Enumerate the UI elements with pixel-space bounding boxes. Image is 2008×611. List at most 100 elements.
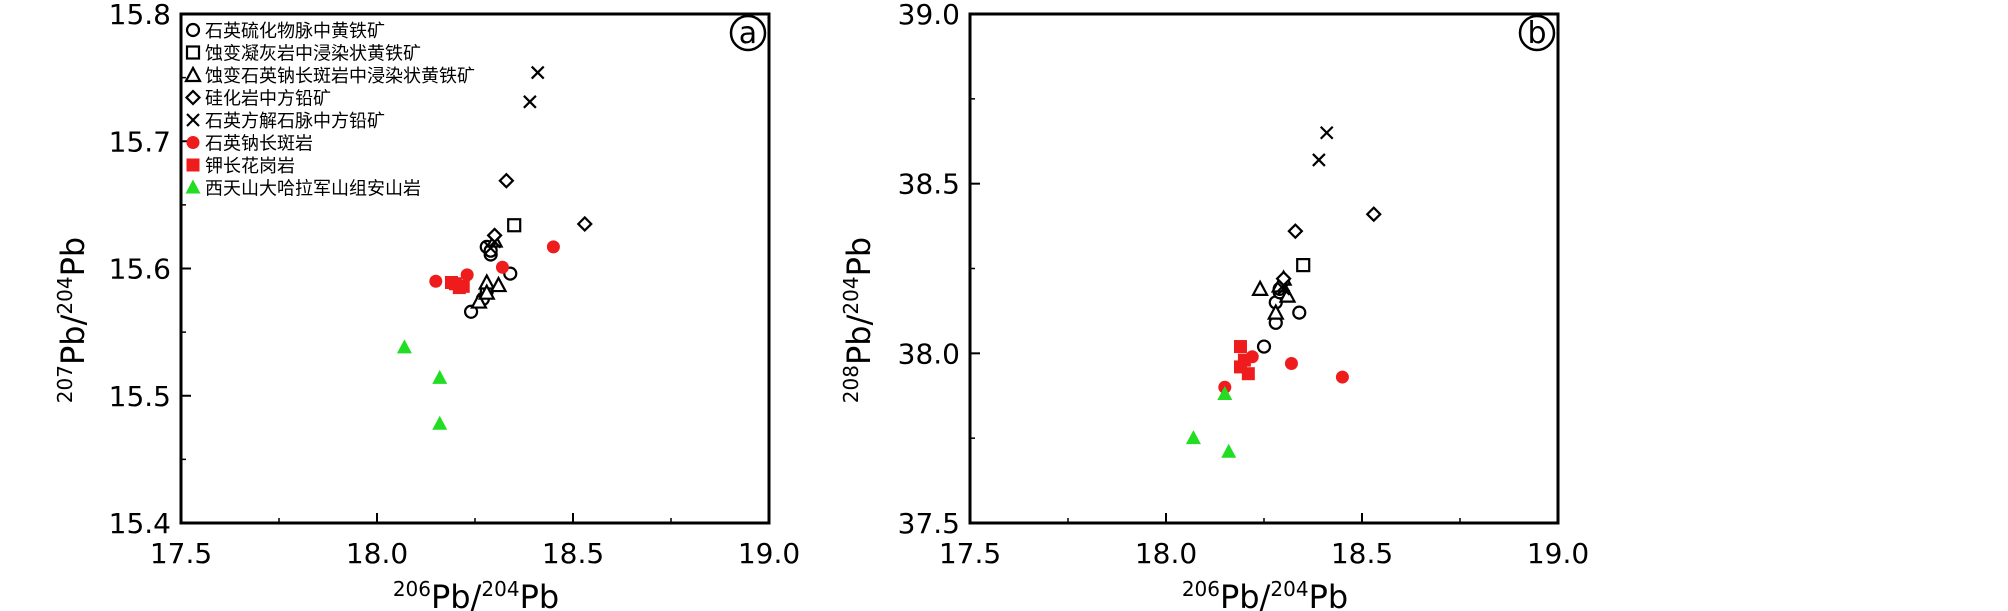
- x-label-base2: Pb: [1309, 578, 1349, 611]
- legend-marker: [185, 45, 201, 60]
- x-label-base1: Pb/: [1220, 578, 1271, 611]
- series-7: [1185, 386, 1237, 458]
- legend-marker: [184, 89, 202, 106]
- panel-label-a: a: [739, 16, 757, 51]
- y-tick-label: 39.0: [898, 0, 960, 31]
- series-3: [1275, 206, 1382, 287]
- legend-item: 石英方解石脉中方铅矿: [186, 111, 385, 132]
- data-point: [1233, 340, 1247, 354]
- panel-a: 207Pb/204Pb 206Pb/204Pb 17.5 18.0 18.5 19.0…: [53, 0, 800, 611]
- y-label-base1: Pb/: [54, 314, 92, 365]
- x-tick-label: 18.5: [1331, 537, 1393, 570]
- axis-ticks: [969, 13, 1559, 524]
- data-point: [498, 172, 515, 189]
- y-tick-label: 37.5: [898, 507, 960, 540]
- x-label-sup2: 204: [1270, 577, 1308, 601]
- data-point: [523, 95, 537, 109]
- legend-item: 石英硫化物脉中黄铁矿: [185, 21, 385, 42]
- data-point: [1296, 258, 1311, 273]
- data-point: [530, 65, 545, 80]
- series-1: [1296, 258, 1311, 273]
- legend-item: 蚀变凝灰岩中浸染状黄铁矿: [185, 44, 421, 65]
- y-tick-label: 15.7: [109, 125, 171, 158]
- legend-label: 石英钠长斑岩: [205, 134, 313, 155]
- y-axis-label: 207Pb/204Pb: [53, 237, 92, 403]
- x-tick-label: 19.0: [738, 537, 800, 570]
- data-point: [463, 304, 479, 319]
- data-point: [477, 283, 496, 300]
- x-tick-label: 18.0: [1135, 537, 1197, 570]
- y-tick-label: 38.0: [898, 337, 960, 370]
- x-label-sup1: 206: [393, 577, 431, 601]
- legend-label: 蚀变凝灰岩中浸染状黄铁矿: [205, 44, 421, 65]
- series-5: [429, 240, 560, 288]
- series-6: [444, 275, 470, 295]
- series-1: [507, 218, 522, 233]
- legend-item: 石英钠长斑岩: [186, 134, 313, 155]
- legend-item: 西天山大哈拉军山组安山岩: [185, 179, 421, 200]
- legend-item: 硅化岩中方铅矿: [184, 89, 331, 110]
- panel-label-b: b: [1527, 16, 1546, 51]
- axis-tick-labels: 17.5 18.0 18.5 19.0 37.5 38.0 38.5 39.0: [898, 0, 1590, 570]
- y-label-sup1: 207: [53, 365, 77, 403]
- panel-label-circle: [729, 14, 767, 52]
- svg-text:206Pb/204Pb: 206Pb/204Pb: [1182, 577, 1348, 611]
- legend-marker: [185, 22, 201, 38]
- x-label-sup1: 206: [1182, 577, 1220, 601]
- legend-item: 钾长花岗岩: [186, 156, 295, 177]
- data-point: [1278, 286, 1297, 303]
- data-point: [489, 275, 508, 293]
- data-point: [432, 415, 448, 430]
- series-4: [483, 65, 545, 255]
- data-point: [1251, 279, 1269, 296]
- x-label-sup2: 204: [481, 577, 519, 601]
- legend-label: 硅化岩中方铅矿: [205, 89, 331, 110]
- x-tick-label: 18.0: [346, 537, 408, 570]
- data-point: [1292, 305, 1307, 320]
- data-point: [1276, 282, 1291, 296]
- series-6: [1233, 340, 1255, 381]
- data-point: [1276, 278, 1291, 293]
- legend-marker: [186, 158, 200, 172]
- y-label-base2: Pb: [840, 237, 878, 277]
- data-point: [1256, 339, 1272, 354]
- data-point: [470, 292, 488, 309]
- data-point: [1365, 206, 1382, 223]
- svg-text:206Pb/204Pb: 206Pb/204Pb: [393, 577, 559, 611]
- data-point: [1185, 430, 1201, 445]
- y-tick-label: 15.4: [109, 507, 171, 540]
- data-point: [483, 241, 498, 255]
- y-tick-label: 15.6: [109, 253, 171, 286]
- data-point: [507, 218, 522, 233]
- series-2: [470, 231, 508, 309]
- panel-label-badge: b: [1518, 14, 1556, 52]
- x-axis-label: 206Pb/204Pb: [393, 577, 559, 611]
- data-point: [1335, 370, 1349, 384]
- data-point: [396, 339, 412, 354]
- panel-b: 208Pb/204Pb 206Pb/204Pb 17.5 18.0 18.5 19.0…: [839, 0, 1589, 611]
- x-tick-label: 17.5: [150, 537, 212, 570]
- legend-marker: [186, 113, 200, 127]
- plot-frame: [179, 12, 771, 525]
- data-point: [1284, 357, 1298, 371]
- legend-marker: [184, 65, 202, 83]
- svg-text:207Pb/204Pb: 207Pb/204Pb: [53, 237, 92, 403]
- data-point: [487, 234, 502, 249]
- y-label-sup2: 204: [839, 276, 863, 314]
- legend-label: 石英方解石脉中方铅矿: [205, 111, 385, 132]
- data-point: [460, 268, 474, 282]
- data-point: [1266, 303, 1285, 320]
- panel-label-badge: a: [729, 14, 767, 52]
- legend-label: 西天山大哈拉军山组安山岩: [205, 179, 421, 200]
- data-point: [1287, 223, 1304, 240]
- y-tick-label: 38.5: [898, 168, 960, 201]
- x-tick-label: 19.0: [1527, 537, 1589, 570]
- data-point: [432, 369, 448, 384]
- data-points: [1185, 125, 1382, 458]
- legend-label: 石英硫化物脉中黄铁矿: [205, 21, 385, 42]
- y-tick-label: 15.5: [109, 380, 171, 413]
- x-tick-label: 18.5: [542, 537, 604, 570]
- data-point: [495, 260, 509, 274]
- legend-label: 钾长花岗岩: [205, 156, 295, 177]
- series-7: [396, 339, 448, 430]
